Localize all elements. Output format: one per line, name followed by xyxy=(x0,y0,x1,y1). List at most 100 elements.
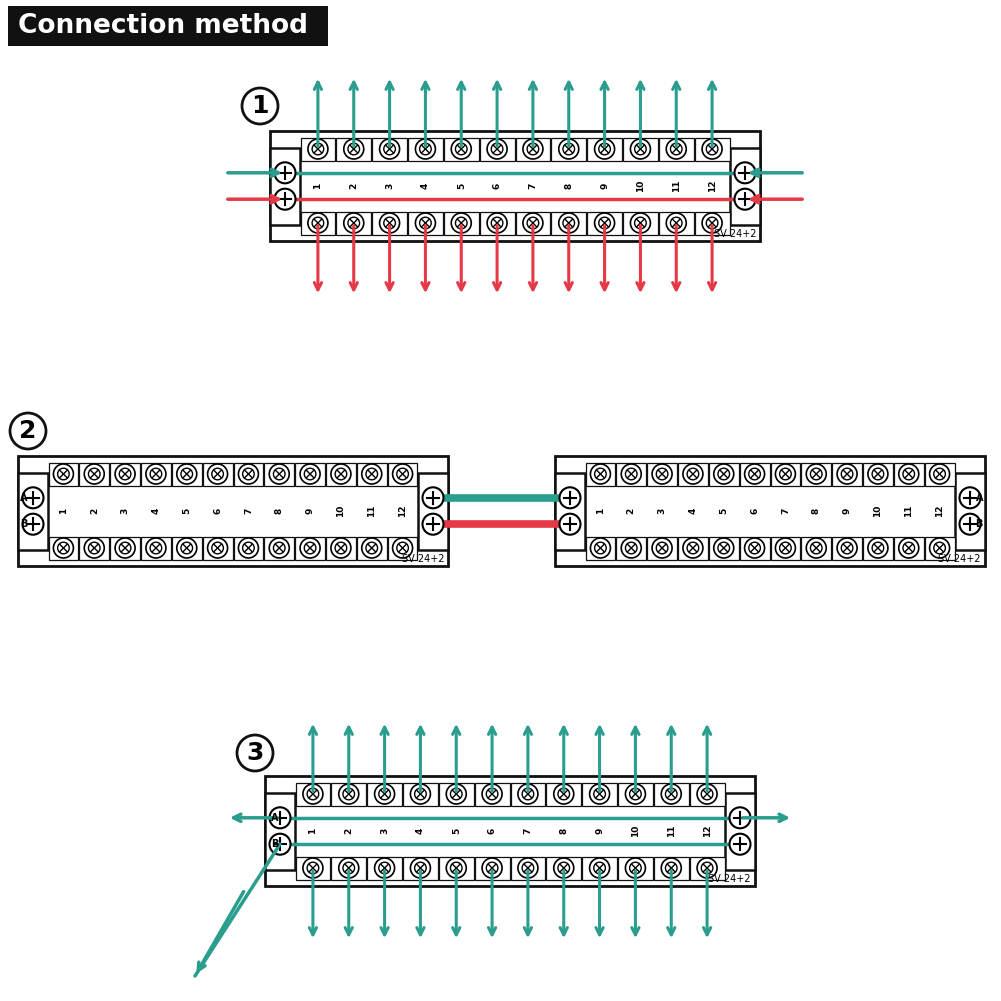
Bar xyxy=(690,783,725,806)
Bar xyxy=(863,537,893,560)
Bar xyxy=(403,857,437,880)
Bar xyxy=(387,537,417,560)
Bar xyxy=(79,462,109,485)
Bar xyxy=(586,462,616,485)
Text: 11: 11 xyxy=(367,505,376,518)
Text: 2: 2 xyxy=(344,828,353,834)
Text: 3: 3 xyxy=(120,508,129,515)
Text: 9: 9 xyxy=(843,508,852,515)
Circle shape xyxy=(343,139,363,159)
Circle shape xyxy=(683,538,703,558)
Text: A: A xyxy=(976,492,983,503)
Bar xyxy=(648,537,677,560)
Bar xyxy=(172,462,201,485)
Text: 3: 3 xyxy=(385,183,394,189)
Bar xyxy=(265,776,755,886)
Circle shape xyxy=(554,858,574,878)
Circle shape xyxy=(422,514,443,535)
Bar xyxy=(617,462,647,485)
Circle shape xyxy=(482,858,503,878)
Circle shape xyxy=(146,538,166,558)
Text: 7: 7 xyxy=(781,508,790,515)
Circle shape xyxy=(53,464,73,484)
Text: 9: 9 xyxy=(600,183,609,189)
Bar xyxy=(367,857,402,880)
Bar xyxy=(474,857,510,880)
Bar xyxy=(356,537,386,560)
Circle shape xyxy=(626,858,646,878)
Circle shape xyxy=(899,538,919,558)
Circle shape xyxy=(662,858,682,878)
Bar xyxy=(408,137,442,160)
Text: 6: 6 xyxy=(487,828,496,834)
Circle shape xyxy=(662,784,682,804)
Circle shape xyxy=(269,807,290,828)
Circle shape xyxy=(177,464,197,484)
Circle shape xyxy=(300,538,320,558)
Circle shape xyxy=(868,464,888,484)
Bar xyxy=(925,537,955,560)
Text: 7: 7 xyxy=(529,183,538,189)
Circle shape xyxy=(410,858,430,878)
Circle shape xyxy=(53,538,73,558)
Bar xyxy=(555,456,985,566)
Bar xyxy=(110,537,140,560)
Bar xyxy=(202,462,232,485)
Circle shape xyxy=(697,858,717,878)
Bar xyxy=(516,211,551,234)
Bar xyxy=(695,211,730,234)
Circle shape xyxy=(714,464,734,484)
Bar xyxy=(18,456,448,566)
Bar xyxy=(678,462,708,485)
Text: 10: 10 xyxy=(636,180,645,192)
Bar xyxy=(326,462,355,485)
Text: A: A xyxy=(271,813,278,823)
Text: 2: 2 xyxy=(19,419,37,443)
Bar xyxy=(48,537,78,560)
Text: SV 24+2: SV 24+2 xyxy=(714,229,756,239)
Circle shape xyxy=(523,139,543,159)
Circle shape xyxy=(960,514,981,535)
Bar xyxy=(336,211,371,234)
Circle shape xyxy=(487,139,508,159)
Circle shape xyxy=(622,464,642,484)
Text: 5: 5 xyxy=(182,508,191,515)
Bar xyxy=(295,783,330,806)
Circle shape xyxy=(930,464,950,484)
Circle shape xyxy=(745,464,765,484)
Bar xyxy=(172,537,201,560)
Circle shape xyxy=(269,834,290,855)
Bar xyxy=(894,537,924,560)
Text: 5: 5 xyxy=(451,828,460,834)
Text: 6: 6 xyxy=(213,508,222,515)
Circle shape xyxy=(806,464,826,484)
Text: 10: 10 xyxy=(874,505,883,518)
Text: 4: 4 xyxy=(151,508,160,515)
Circle shape xyxy=(735,189,756,209)
Bar xyxy=(474,783,510,806)
Bar xyxy=(331,857,366,880)
Bar xyxy=(547,857,582,880)
Circle shape xyxy=(697,784,717,804)
Circle shape xyxy=(343,213,363,233)
Circle shape xyxy=(331,464,351,484)
Bar xyxy=(8,6,328,46)
Circle shape xyxy=(274,162,295,183)
Circle shape xyxy=(559,139,579,159)
Circle shape xyxy=(392,538,412,558)
Bar xyxy=(372,211,407,234)
Circle shape xyxy=(631,213,651,233)
Text: 11: 11 xyxy=(667,825,676,837)
Circle shape xyxy=(518,858,538,878)
Circle shape xyxy=(308,213,328,233)
Circle shape xyxy=(667,139,687,159)
Bar xyxy=(336,137,371,160)
Circle shape xyxy=(735,162,756,183)
Circle shape xyxy=(930,538,950,558)
Circle shape xyxy=(559,213,579,233)
Bar xyxy=(802,537,831,560)
Circle shape xyxy=(379,139,399,159)
Bar xyxy=(295,537,325,560)
Bar xyxy=(264,537,294,560)
Text: 2: 2 xyxy=(627,508,636,515)
